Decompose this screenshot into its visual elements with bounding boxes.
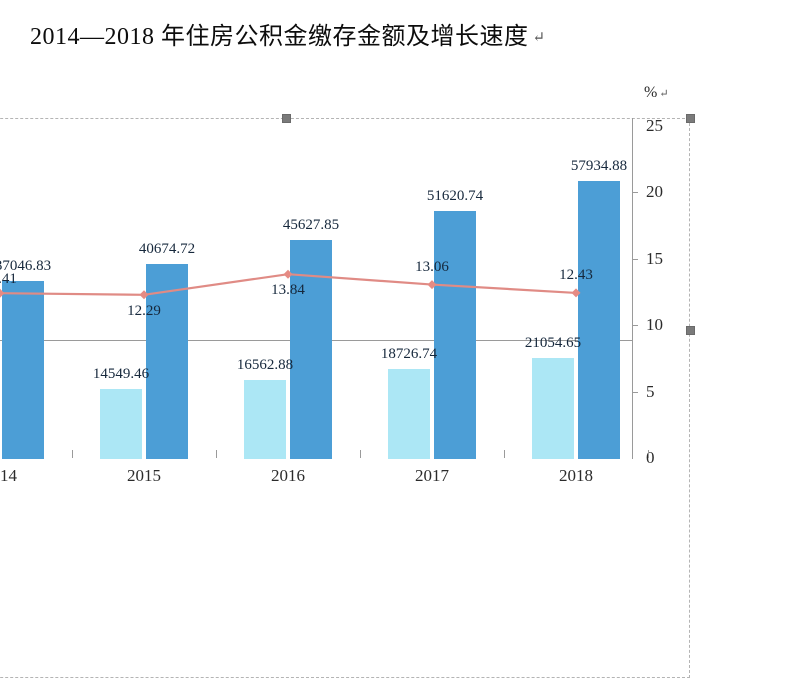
category-tick-2	[360, 450, 361, 458]
value-axis-label-25: 25	[646, 116, 663, 135]
bar-dark-2017[interactable]	[434, 211, 476, 459]
category-tick-1	[216, 450, 217, 458]
growth-rate-markers	[0, 269, 581, 300]
line-label-2015: 12.29	[127, 302, 161, 319]
bar-dark-label-2015: 40674.72	[138, 240, 196, 257]
value-axis-label-5: 5	[646, 381, 655, 401]
value-axis-line	[632, 118, 633, 459]
bar-light-2016[interactable]	[244, 379, 286, 459]
category-label-2018: 2018	[559, 466, 593, 485]
value-axis-tick-10	[632, 325, 638, 327]
category-label-2014: 2014	[0, 466, 17, 485]
category-tick-0	[72, 450, 73, 458]
value-axis-tick-5	[632, 391, 638, 393]
line-label-2018: 12.43	[559, 266, 593, 283]
bar-dark-label-2017: 51620.74	[426, 188, 484, 205]
bar-dark-2014[interactable]	[2, 281, 44, 459]
category-tick-3	[504, 450, 505, 458]
line-label-2014: 12.41	[0, 271, 17, 288]
line-label-2016: 13.84	[271, 282, 305, 299]
bar-dark-2015[interactable]	[146, 263, 188, 459]
resize-handle-top-right[interactable]	[686, 114, 695, 123]
unit-paragraph-mark: ↵	[659, 88, 669, 100]
bar-light-label-2018: 21054.65	[524, 334, 582, 351]
value-axis-tick-20	[632, 192, 638, 194]
bar-dark-label-2018: 57934.88	[570, 158, 628, 174]
page-title: 2014—2018 年住房公积金缴存金额及增长速度 ↵	[30, 16, 546, 51]
line-marker-2018[interactable]	[571, 288, 581, 298]
category-tick-4	[648, 450, 649, 458]
secondary-axis-unit-text: %	[644, 84, 658, 101]
bar-dark-2018[interactable]	[578, 181, 620, 459]
bar-light-label-2017: 18726.74	[380, 346, 438, 363]
resize-handle-top-middle[interactable]	[282, 114, 291, 123]
bar-light-2015[interactable]	[100, 389, 142, 459]
value-axis-tick-15	[632, 258, 638, 260]
secondary-axis-unit: % ↵	[644, 84, 669, 102]
chart-title-text: 2014—2018 年住房公积金缴存金额及增长速度	[30, 24, 529, 50]
value-axis-label-20: 20	[646, 182, 663, 202]
bar-light-2018[interactable]	[532, 357, 574, 459]
value-axis-label-10: 10	[646, 315, 663, 335]
line-label-2017: 13.06	[415, 258, 449, 275]
paragraph-mark: ↵	[532, 30, 546, 46]
bar-light-label-2015: 14549.46	[92, 366, 150, 383]
category-label-2016: 2016	[271, 466, 305, 485]
document-page: 2014—2018 年住房公积金缴存金额及增长速度 ↵ % ↵ 25 20 15 10 5 0…	[0, 16, 695, 678]
resize-handle-middle-right[interactable]	[686, 326, 695, 335]
bar-dark-label-2014: 37046.83	[0, 258, 52, 275]
line-marker-2017[interactable]	[427, 280, 437, 290]
value-axis-label-0: 0	[646, 448, 655, 467]
category-label-2017: 2017	[415, 466, 449, 485]
bar-light-2017[interactable]	[388, 369, 430, 459]
line-series-layer	[0, 269, 581, 300]
line-marker-2016[interactable]	[283, 269, 293, 279]
line-marker-2014[interactable]	[0, 288, 5, 298]
bar-light-label-2016: 16562.88	[236, 356, 294, 373]
chart-plot-area[interactable]: 37046.836.8740674.7214549.4645627.851656…	[0, 118, 632, 459]
line-marker-2015[interactable]	[139, 290, 149, 300]
bar-dark-label-2016: 45627.85	[282, 217, 340, 234]
value-axis-label-15: 15	[646, 248, 663, 268]
category-label-2015: 2015	[127, 466, 161, 485]
